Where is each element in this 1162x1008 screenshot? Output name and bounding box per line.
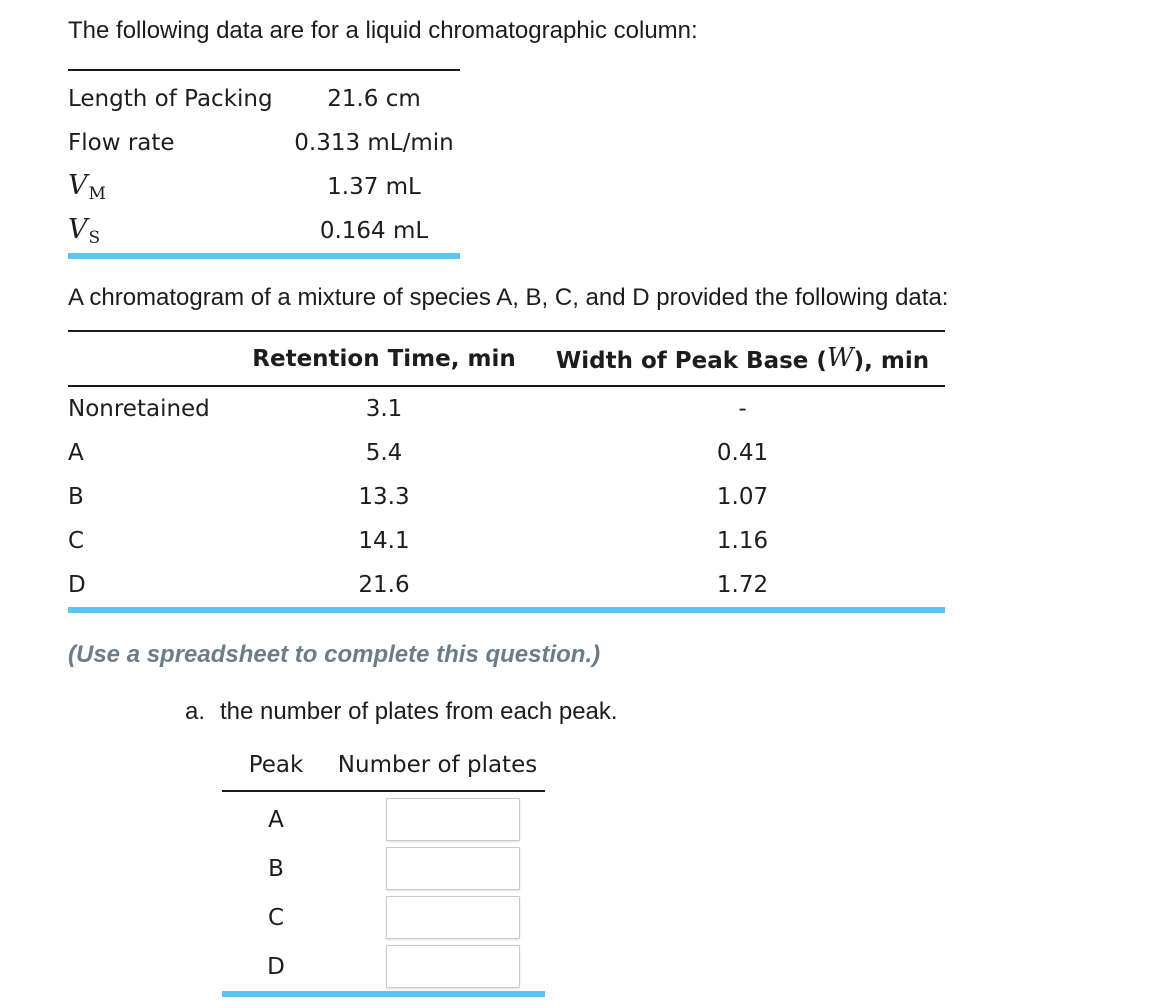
plates-answer-table: Peak Number of plates A B C D [222, 740, 545, 997]
row-value: 0.164 mL [319, 218, 429, 244]
table-row: A 5.4 0.41 [68, 431, 945, 475]
plates-input-d[interactable] [386, 945, 520, 988]
table-row: D 21.6 1.72 [68, 563, 945, 607]
column-data-table: Length of Packing 21.6 cm Flow rate 0.31… [68, 69, 460, 259]
table-row: C 14.1 1.16 [68, 519, 945, 563]
plates-input-b[interactable] [386, 847, 520, 890]
chromatogram-table: Retention Time, min Width of Peak Base (… [68, 330, 945, 613]
species-label: C [68, 528, 85, 554]
spreadsheet-note: (Use a spreadsheet to complete this ques… [68, 641, 601, 668]
peak-label: C [267, 904, 285, 931]
width-value: - [738, 396, 747, 422]
retention-value: 13.3 [358, 484, 410, 510]
table-row: B [222, 844, 545, 893]
species-label: A [68, 440, 84, 466]
plates-table-header: Peak Number of plates [222, 740, 545, 792]
vm-symbol: VM [68, 170, 106, 204]
peak-label: A [268, 806, 284, 833]
species-label: Nonretained [68, 396, 210, 422]
width-value: 1.16 [716, 528, 769, 554]
table-row: VS 0.164 mL [68, 209, 460, 253]
retention-value: 14.1 [358, 528, 410, 554]
chromatogram-paragraph: A chromatogram of a mixture of species A… [68, 284, 949, 311]
question-a-marker: a. [185, 698, 206, 725]
plates-input-c[interactable] [386, 896, 520, 939]
retention-value: 5.4 [365, 440, 403, 466]
plates-input-a[interactable] [386, 798, 520, 841]
vs-symbol: VS [68, 214, 101, 248]
species-label: B [68, 484, 84, 510]
w-symbol: W [826, 343, 854, 373]
row-value: 1.37 mL [327, 174, 421, 200]
table-row: C [222, 893, 545, 942]
col-header-peak: Peak [248, 752, 304, 778]
table-row: A [222, 795, 545, 844]
intro-paragraph: The following data are for a liquid chro… [68, 17, 698, 44]
row-value: 21.6 cm [327, 86, 421, 112]
col-header-number-of-plates: Number of plates [337, 752, 538, 778]
table-row: Length of Packing 21.6 cm [68, 77, 460, 121]
retention-value: 21.6 [358, 572, 410, 598]
width-value: 1.72 [716, 572, 769, 598]
species-label: D [68, 572, 86, 598]
row-value: 0.313 mL/min [294, 130, 454, 156]
question-a: a. the number of plates from each peak. [185, 697, 1162, 727]
table-row: D [222, 942, 545, 991]
table-row: Nonretained 3.1 - [68, 387, 945, 431]
width-value: 0.41 [716, 440, 769, 466]
plates-table-body: A B C D [222, 792, 545, 991]
peak-label: B [268, 855, 284, 882]
peak-label: D [267, 953, 285, 980]
row-label: Length of Packing [68, 86, 273, 112]
question-a-text: the number of plates from each peak. [220, 698, 618, 725]
chromatogram-table-body: Nonretained 3.1 - A 5.4 0.41 B 13.3 1.07… [68, 387, 945, 607]
col-header-peak-width: Width of Peak Base (W), min [555, 343, 930, 374]
col-header-retention-time: Retention Time, min [252, 345, 516, 372]
row-label: Flow rate [68, 130, 175, 156]
table-row: B 13.3 1.07 [68, 475, 945, 519]
width-value: 1.07 [716, 484, 769, 510]
table-row: VM 1.37 mL [68, 165, 460, 209]
retention-value: 3.1 [365, 396, 403, 422]
table-row: Flow rate 0.313 mL/min [68, 121, 460, 165]
chromatogram-table-header: Retention Time, min Width of Peak Base (… [68, 332, 945, 387]
